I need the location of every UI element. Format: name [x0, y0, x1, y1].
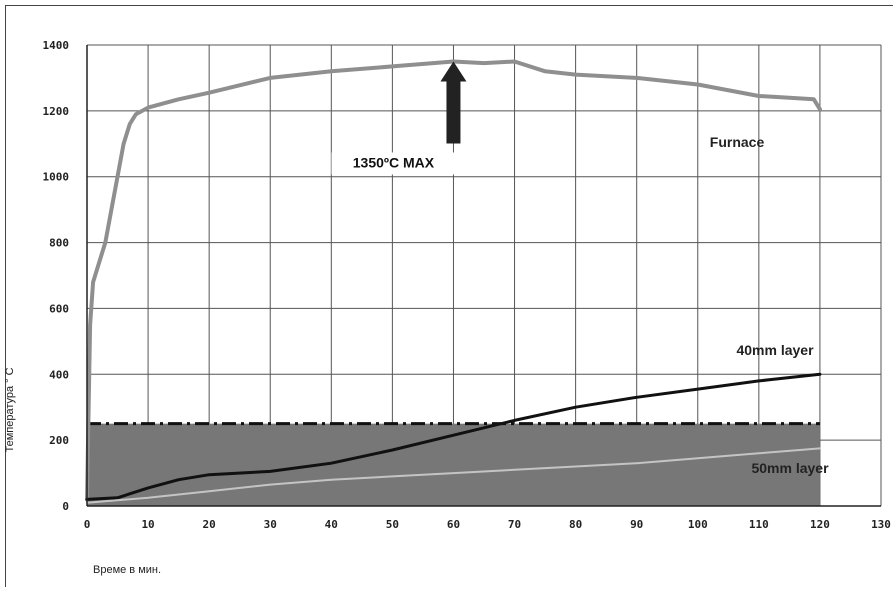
max-arrow	[440, 61, 467, 144]
x-tick-label: 30	[264, 518, 277, 531]
chart-frame	[5, 5, 893, 587]
series-line-furnace	[85, 59, 822, 502]
x-tick-label: 60	[447, 518, 460, 531]
y-tick-label: 800	[49, 237, 69, 250]
x-tick-label: 20	[203, 518, 216, 531]
annotation-group: 1350ºC MAX	[331, 61, 467, 175]
y-tick-label: 200	[49, 434, 69, 447]
series-labels: Furnace 40mm layer 50mm layer	[710, 134, 829, 476]
y-tick-label: 1200	[43, 105, 70, 118]
annotation-background	[331, 152, 456, 175]
shaded-region	[87, 423, 820, 506]
x-tick-label: 90	[630, 518, 643, 531]
series-group	[85, 59, 822, 504]
series-label-furnace: Furnace	[710, 134, 765, 150]
y-tick-label: 0	[62, 500, 69, 513]
series-line-50mm	[86, 447, 821, 504]
x-tick-label: 0	[84, 518, 91, 531]
x-tick-label: 110	[749, 518, 769, 531]
x-tick-label: 50	[386, 518, 399, 531]
y-tick-label: 1400	[43, 39, 70, 52]
annotation-max-label: 1350ºC MAX	[353, 154, 435, 170]
shaded-region-group	[87, 423, 820, 506]
x-tick-label: 120	[810, 518, 830, 531]
series-label-50mm: 50mm layer	[751, 460, 829, 476]
y-tick-label: 1000	[43, 171, 70, 184]
x-tick-label: 40	[325, 518, 338, 531]
series-label-40mm: 40mm layer	[736, 342, 814, 358]
y-axis-label: Температура ° С	[4, 367, 16, 452]
y-tick-label: 600	[49, 302, 69, 315]
x-axis-label: Време в мин.	[93, 564, 161, 576]
axes: 0 200 400 600 800 1000 1200 1400 0 10 20 30 40 50 60 70…	[43, 39, 891, 531]
series-line-40mm	[85, 372, 822, 501]
x-tick-label: 10	[141, 518, 154, 531]
x-tick-label: 70	[508, 518, 521, 531]
x-tick-label: 130	[871, 518, 891, 531]
x-tick-label: 80	[569, 518, 582, 531]
x-tick-label: 100	[688, 518, 708, 531]
y-tick-label: 400	[49, 368, 69, 381]
